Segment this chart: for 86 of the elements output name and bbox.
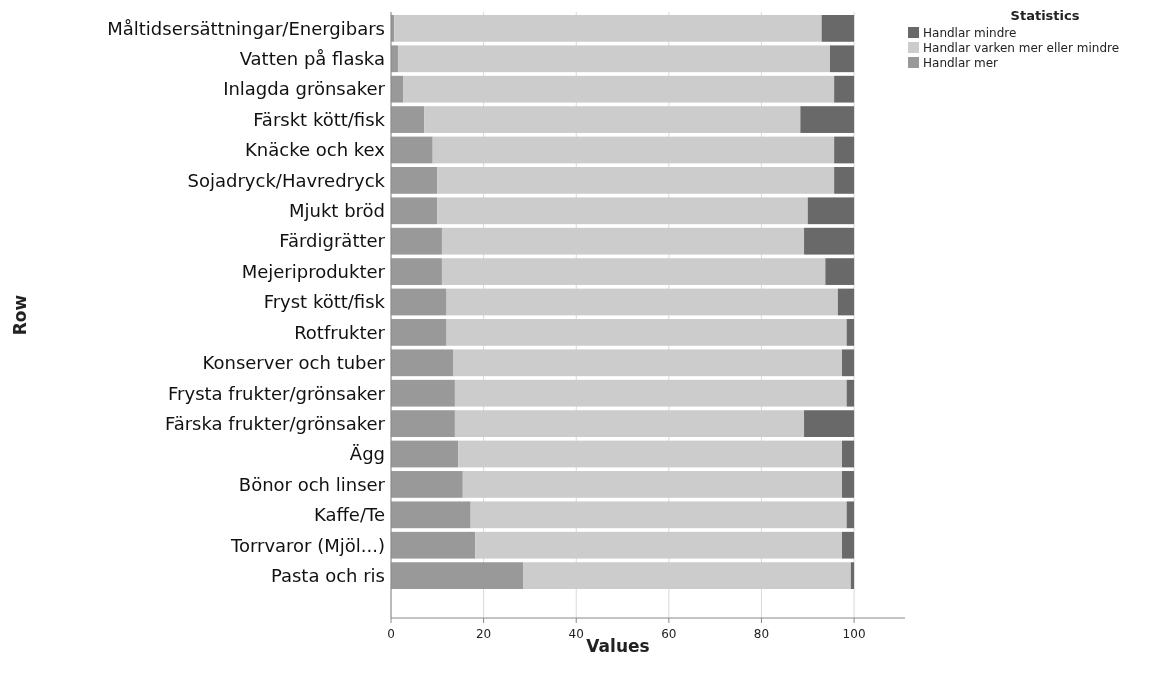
bar bbox=[391, 410, 455, 437]
x-tick-label: 40 bbox=[568, 627, 584, 641]
bar bbox=[394, 15, 822, 42]
bar bbox=[424, 106, 801, 133]
x-tick-label: 100 bbox=[842, 627, 866, 641]
bar bbox=[454, 379, 847, 407]
bar bbox=[441, 227, 805, 255]
bar bbox=[842, 471, 855, 498]
bar bbox=[842, 531, 855, 559]
y-tick-label: Rotfrukter bbox=[294, 321, 386, 343]
y-tick-label: Ägg bbox=[349, 443, 385, 465]
x-tick-label: 80 bbox=[753, 627, 770, 641]
bar bbox=[437, 197, 808, 225]
x-tick-label: 0 bbox=[387, 627, 395, 641]
bar bbox=[846, 379, 855, 407]
x-tick-label: 60 bbox=[661, 627, 677, 641]
bar bbox=[821, 15, 855, 42]
legend-label: Handlar varken mer eller mindre bbox=[923, 41, 1120, 55]
bar bbox=[391, 562, 523, 589]
bar bbox=[437, 167, 835, 194]
bar bbox=[807, 197, 855, 225]
bar bbox=[446, 288, 838, 316]
bar bbox=[846, 501, 855, 529]
y-tick-label: Fryst kött/fisk bbox=[263, 291, 386, 313]
bar bbox=[834, 136, 855, 164]
y-tick-label: Mjukt bröd bbox=[288, 200, 385, 222]
bar bbox=[522, 562, 851, 589]
bar bbox=[804, 227, 855, 255]
y-tick-label: Bönor och linser bbox=[238, 473, 386, 495]
bar bbox=[846, 319, 855, 346]
bar bbox=[470, 501, 847, 529]
bar bbox=[462, 471, 843, 498]
bar bbox=[475, 531, 843, 559]
y-tick-label: Frysta frukter/grönsaker bbox=[168, 382, 386, 404]
legend-title: Statistics bbox=[1010, 8, 1080, 23]
bar bbox=[825, 258, 855, 285]
bar bbox=[391, 106, 425, 133]
bar bbox=[454, 410, 805, 437]
y-tick-label: Pasta och ris bbox=[270, 564, 385, 586]
y-tick-label: Sojadryck/Havredryck bbox=[187, 169, 386, 191]
y-tick-label: Knäcke och kex bbox=[245, 139, 386, 161]
bar bbox=[441, 258, 826, 285]
bar bbox=[391, 440, 459, 468]
bar bbox=[800, 106, 855, 133]
bar bbox=[391, 471, 463, 498]
bar bbox=[432, 136, 835, 164]
y-tick-label: Konserver och tuber bbox=[202, 352, 386, 374]
bar bbox=[391, 197, 438, 225]
y-tick-label: Kaffe/Te bbox=[313, 504, 385, 526]
y-tick-label: Måltidsersättningar/Energibars bbox=[107, 17, 385, 39]
y-tick-label: Torrvaror (Mjöl...) bbox=[229, 534, 385, 556]
bar bbox=[391, 136, 433, 164]
legend-label: Handlar mer bbox=[923, 56, 999, 70]
bar bbox=[391, 167, 438, 194]
y-tick-label: Inlagda grönsaker bbox=[223, 78, 386, 100]
bar bbox=[403, 75, 835, 103]
bar bbox=[446, 319, 847, 346]
bar bbox=[391, 379, 455, 407]
bar bbox=[834, 75, 855, 103]
y-tick-label: Färdigrätter bbox=[279, 230, 386, 252]
bar bbox=[391, 319, 447, 346]
bar bbox=[391, 288, 447, 316]
bar bbox=[391, 531, 476, 559]
bar bbox=[453, 349, 843, 377]
y-tick-label: Vatten på flaska bbox=[239, 48, 385, 70]
bar bbox=[842, 349, 855, 377]
bar bbox=[834, 167, 855, 194]
bar bbox=[391, 501, 471, 529]
bar bbox=[391, 258, 442, 285]
legend-label: Handlar mindre bbox=[923, 26, 1017, 40]
x-tick-label: 20 bbox=[475, 627, 492, 641]
bar bbox=[391, 349, 454, 377]
bar bbox=[837, 288, 855, 316]
bar bbox=[804, 410, 855, 437]
bar bbox=[850, 562, 855, 589]
y-axis-title: Row bbox=[10, 294, 30, 336]
bar bbox=[458, 440, 843, 468]
y-tick-label: Färska frukter/grönsaker bbox=[164, 412, 386, 434]
y-tick-label: Färskt kött/fisk bbox=[253, 108, 386, 130]
y-tick-label: Mejeriprodukter bbox=[241, 260, 386, 282]
bar bbox=[829, 45, 855, 73]
bar bbox=[391, 75, 404, 103]
bar bbox=[391, 227, 442, 255]
bar bbox=[397, 45, 830, 73]
bar bbox=[842, 440, 855, 468]
x-axis-title: Values bbox=[586, 636, 650, 656]
